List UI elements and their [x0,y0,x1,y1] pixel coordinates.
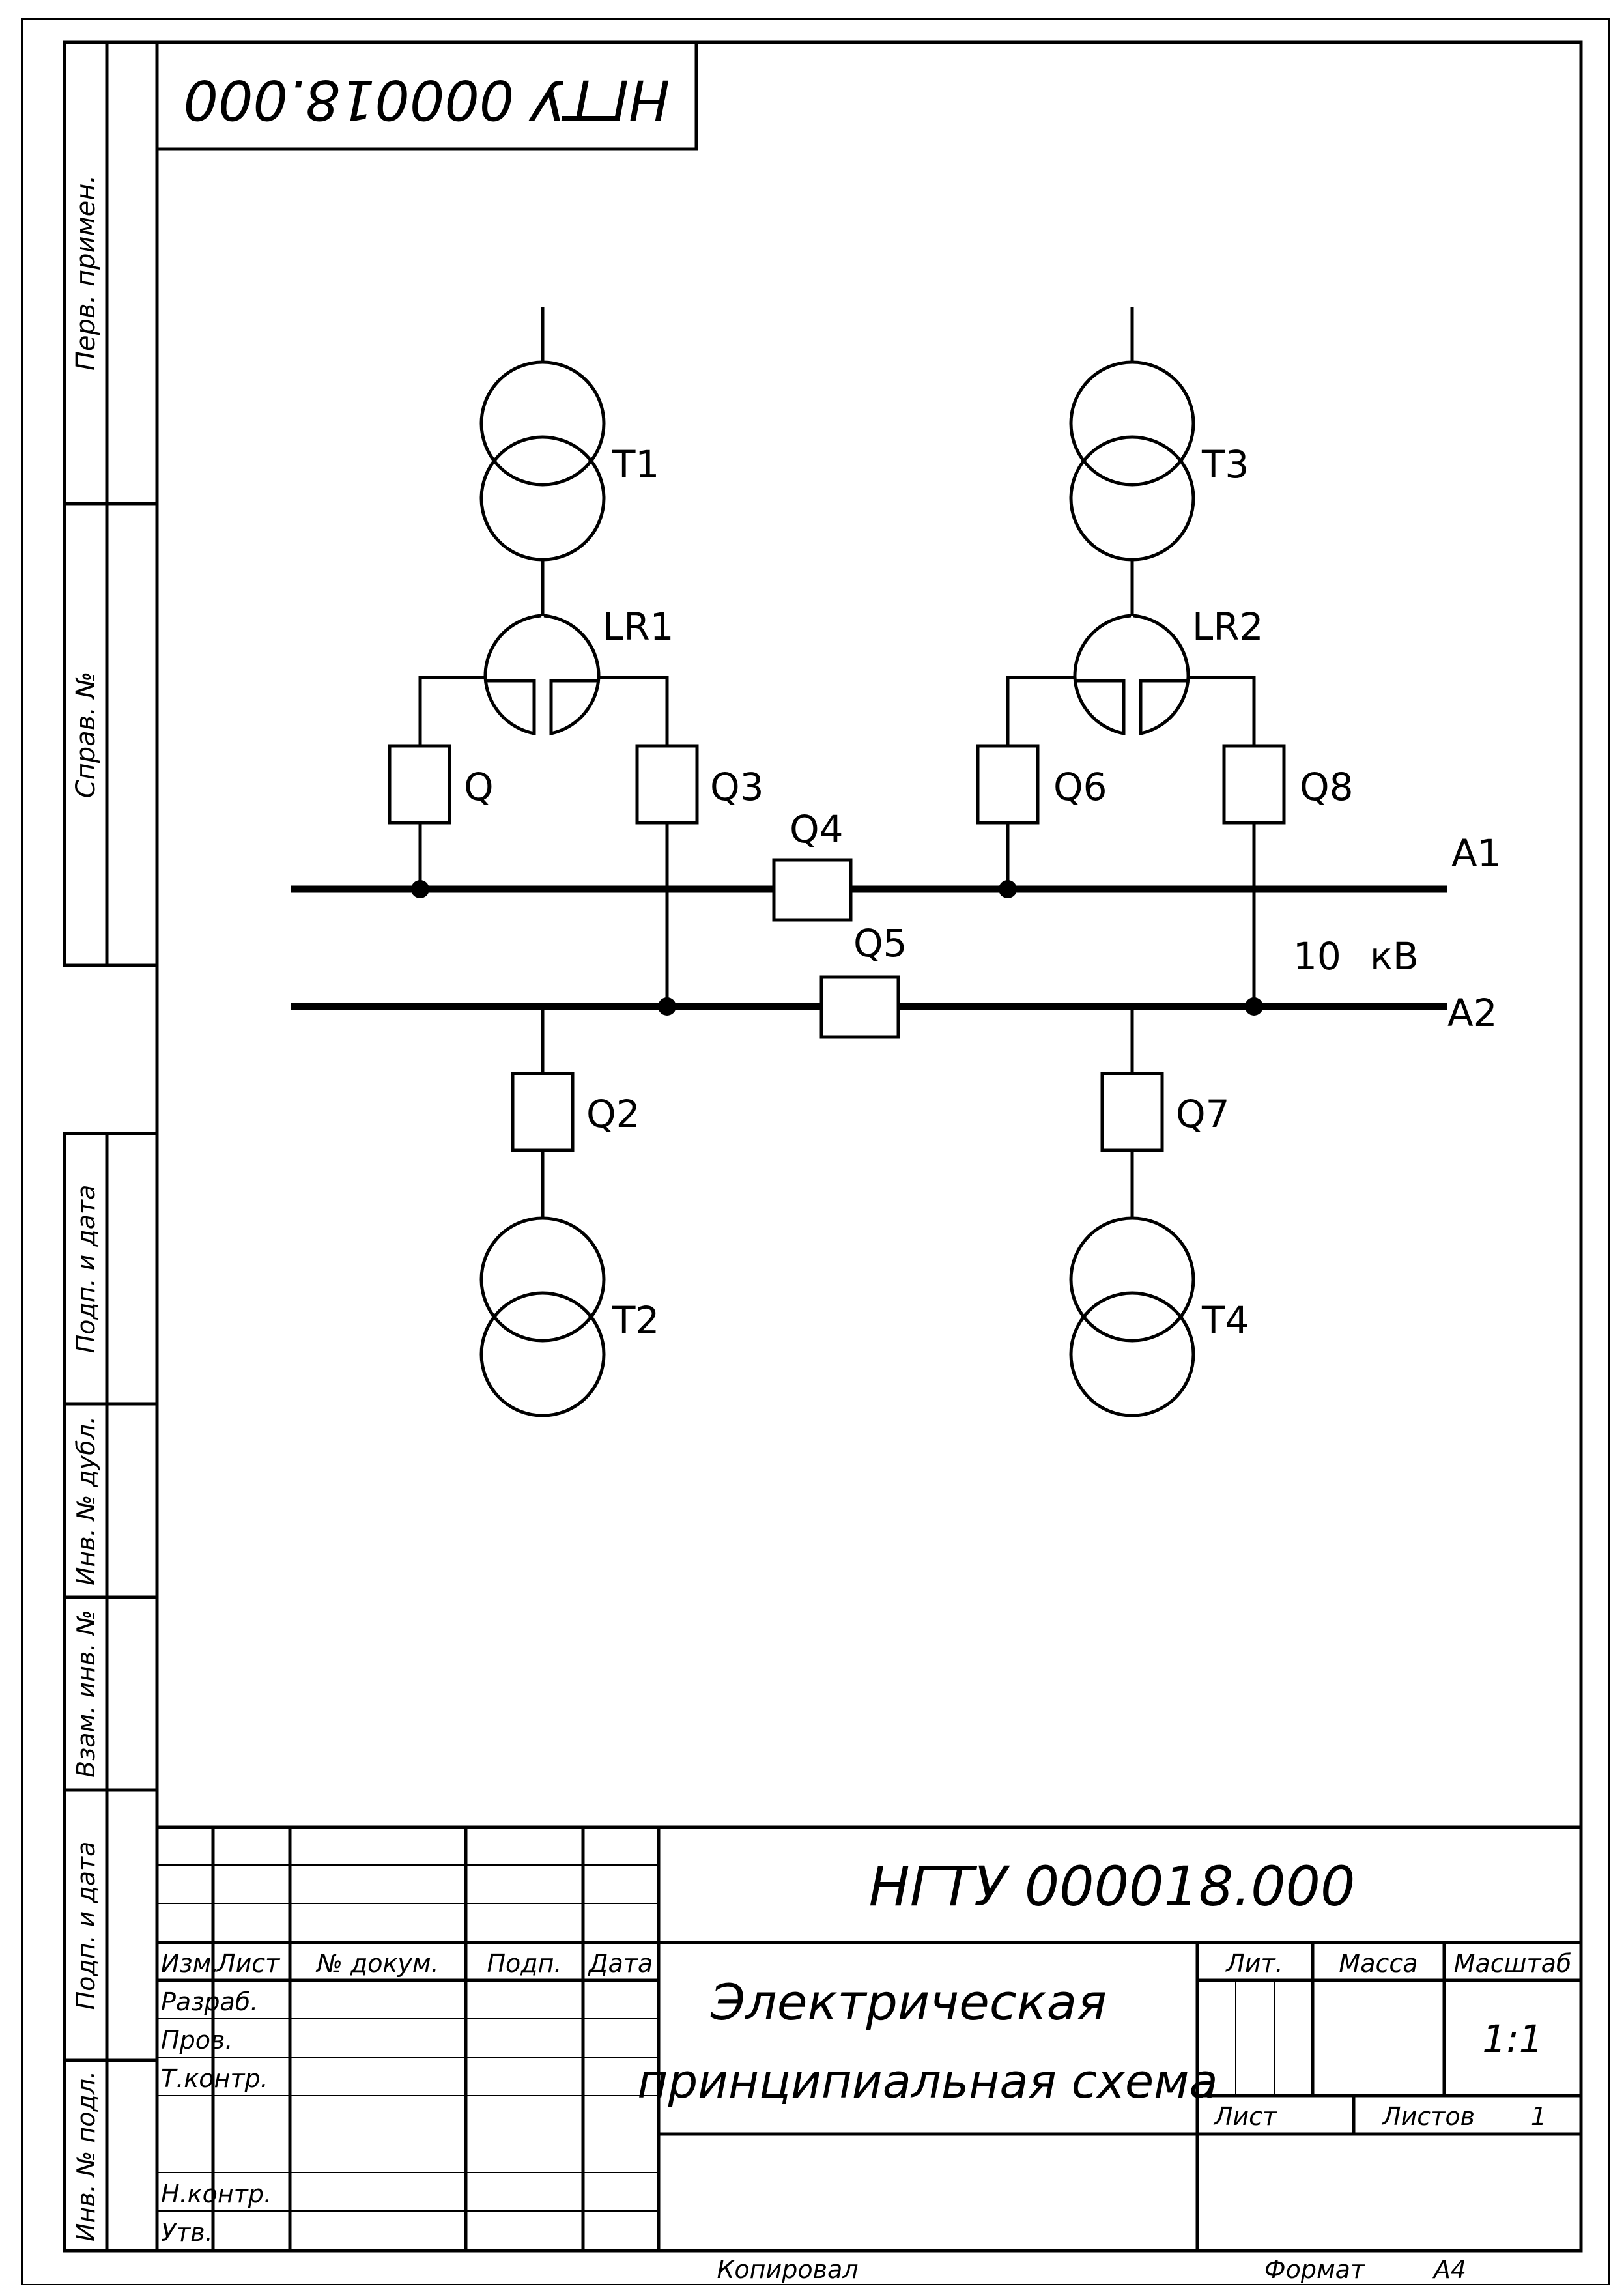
schematic [291,307,1447,1417]
label-q2: Q2 [586,1092,640,1136]
title-line-2: принципиальная схема [637,2054,1218,2109]
col-data-label: Дата [588,1949,653,1978]
designation: НГТУ 000018.000 [869,1855,1356,1918]
designation-rotated: НГТУ 000018.000 [184,68,670,132]
transformer-t3 [1069,307,1195,616]
col-podp-label: Подп. [487,1949,562,1978]
top-designation-box: НГТУ 000018.000 [155,40,698,151]
massa-label: Масса [1339,1949,1417,1978]
junction-dots [411,880,1263,1016]
transformer-t1 [479,307,606,616]
label-voltage-value: 10 [1293,934,1341,978]
row-utv-label: Утв. [161,2218,213,2247]
label-t3: T3 [1201,442,1249,487]
label-q8: Q8 [1300,765,1354,809]
label-t4: T4 [1201,1298,1249,1343]
copied-label: Копировал [717,2255,858,2284]
perv-primen-label: Перв. примен. [71,175,101,371]
sprav-no-label: Справ. № [71,672,101,799]
format-value: А4 [1432,2255,1466,2284]
label-lr1: LR1 [603,605,674,649]
transformer-t2 [479,1150,606,1417]
breaker-q5 [819,975,900,1039]
reactor-lr1 [483,614,601,736]
podp-data-label-1: Подп. и дата [72,1185,100,1354]
row-razrab-label: Разраб. [161,1987,258,2016]
label-lr2: LR2 [1192,605,1264,649]
inv-no-podl-label: Инв. № подл. [72,2071,100,2242]
reactor-lr2 [1073,614,1190,736]
left-stamp: Перв. примен. Справ. № Подп. и дата Инв.… [63,40,159,2253]
label-bus-a2: A2 [1447,991,1498,1035]
col-list-label: Лист [216,1949,281,1978]
schematic-labels: T1 T3 LR1 LR2 Q Q3 Q6 Q8 Q4 Q5 A1 A2 10 … [464,442,1502,1343]
masshtab-value: 1:1 [1482,2017,1543,2061]
label-q6: Q6 [1053,765,1107,809]
list-label: Лист [1213,2102,1278,2131]
row-tkontr-label: Т.контр. [161,2064,268,2093]
label-q: Q [464,765,494,809]
label-bus-a1: A1 [1451,831,1502,876]
title-block: Изм. Лист № докум. Подп. Дата Разраб. Пр… [157,1825,1581,2251]
label-voltage-unit: кВ [1370,934,1419,978]
transformer-t4 [1069,1150,1195,1417]
lit-label: Лит. [1225,1949,1283,1978]
masshtab-label: Масштаб [1454,1949,1572,1978]
row-prov-label: Пров. [161,2026,233,2055]
label-t1: T1 [612,442,659,487]
wire-lr2-q6 [1006,676,1075,746]
row-nkontr-label: Н.контр. [161,2180,272,2208]
wire-lr1-q [418,676,485,746]
title-line-1: Электрическая [710,1973,1107,2031]
col-no-dokum-label: № докум. [315,1949,438,1978]
vzam-inv-no-label: Взам. инв. № [72,1610,100,1778]
format-label: Формат [1264,2255,1366,2284]
wire-lr1-q3 [599,676,669,746]
podp-data-label-2: Подп. и дата [72,1842,100,2010]
breaker-q4 [772,858,853,922]
label-q4: Q4 [790,807,844,851]
wire-lr2-q8 [1188,676,1256,746]
label-q7: Q7 [1176,1092,1230,1136]
inv-no-dubl-label: Инв. № дубл. [72,1416,100,1586]
listov-label: Листов [1381,2102,1475,2131]
label-q5: Q5 [853,921,907,965]
col-izm-label: Изм. [161,1949,219,1978]
label-t2: T2 [612,1298,659,1343]
label-q3: Q3 [710,765,764,809]
listov-value: 1 [1531,2102,1546,2131]
